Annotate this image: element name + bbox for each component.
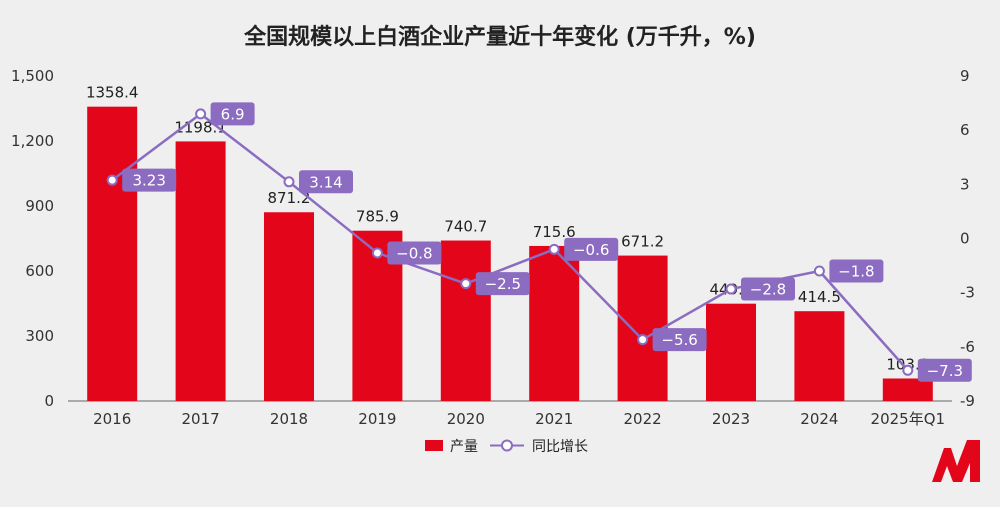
line-point <box>902 364 914 376</box>
bar <box>529 245 580 401</box>
bar <box>440 240 491 401</box>
right-axis-tick: -6 <box>960 338 975 356</box>
bar <box>264 212 314 401</box>
right-axis-tick: 6 <box>960 121 970 139</box>
line-value-badge <box>122 168 177 192</box>
line-point <box>813 265 825 277</box>
x-axis-tick: 2025年Q1 <box>871 410 946 428</box>
line-value-badge <box>210 102 255 126</box>
line-value-label: −2.8 <box>750 281 786 299</box>
right-axis-tick: 9 <box>960 67 970 85</box>
left-axis-tick: 900 <box>25 197 54 215</box>
line-value-label: 6.9 <box>221 105 245 123</box>
legend: 产量 同比增长 <box>425 439 588 455</box>
x-axis-tick: 2018 <box>270 410 308 428</box>
x-axis-tick: 2016 <box>93 410 131 428</box>
legend-bar-swatch <box>425 440 443 451</box>
line-value-badge <box>829 259 884 283</box>
line-value-label: −0.6 <box>573 241 609 259</box>
line-value-badge <box>564 237 619 261</box>
bar-value-label: 740.7 <box>444 218 487 236</box>
bar-value-label: 715.6 <box>533 223 576 241</box>
right-axis-tick: -9 <box>960 392 975 410</box>
x-axis-tick: 2024 <box>800 410 838 428</box>
right-axis-tick: 3 <box>960 175 970 193</box>
bar <box>882 378 933 401</box>
chart-title: 全国规模以上白酒企业产量近十年变化 (万千升，%) <box>243 24 756 50</box>
line-value-label: −5.6 <box>661 331 697 349</box>
line-value-badge <box>652 328 707 352</box>
bar <box>794 311 845 401</box>
brand-logo-icon <box>932 440 980 482</box>
line-value-label: −7.3 <box>927 362 963 380</box>
x-axis-tick: 2020 <box>447 410 485 428</box>
line-value-label: −1.8 <box>838 263 874 281</box>
x-axis-tick: 2017 <box>182 410 220 428</box>
line-point <box>283 176 295 188</box>
line-point <box>637 334 649 346</box>
right-axis-tick: 0 <box>960 230 970 248</box>
line-value-label: −2.5 <box>485 275 521 293</box>
line-value-badge <box>299 170 353 194</box>
line-point <box>371 247 383 259</box>
line-point <box>106 174 118 186</box>
line-point <box>460 278 472 290</box>
legend-bar-label: 产量 <box>450 439 478 455</box>
bar-value-label: 671.2 <box>621 233 664 251</box>
line-series: 3.23 6.9 3.14 −0.8 −2.5 −0.6 −5.6 −2.8 −1.8 −7.3 <box>106 102 972 382</box>
line-value-label: −0.8 <box>396 244 432 262</box>
line-point <box>548 243 560 255</box>
line-point <box>195 108 207 120</box>
right-axis-tick: -3 <box>960 284 975 302</box>
axes: 0 300 600 900 1,200 1,500 -9 -6 -3 0 3 6 9 2016 2017 20… <box>11 67 975 428</box>
legend-line-label: 同比增长 <box>532 439 588 455</box>
left-axis-tick: 1,500 <box>11 67 54 85</box>
bar-value-label: 871.2 <box>268 189 311 207</box>
x-axis-tick: 2022 <box>624 410 662 428</box>
line-value-badge <box>475 272 530 296</box>
bar-value-label: 414.5 <box>798 288 841 306</box>
bar <box>87 106 138 402</box>
x-axis-tick: 2023 <box>712 410 750 428</box>
line-point <box>725 283 737 295</box>
x-axis-tick: 2021 <box>535 410 573 428</box>
legend-line-marker <box>501 439 513 452</box>
bar <box>706 303 756 401</box>
bar <box>175 141 226 401</box>
left-axis-tick: 1,200 <box>11 132 54 150</box>
x-axis-tick: 2019 <box>358 410 396 428</box>
left-axis-tick: 600 <box>25 262 54 280</box>
growth-line <box>111 112 909 372</box>
bar-value-label: 1358.4 <box>86 84 139 102</box>
left-axis-tick: 0 <box>44 392 54 410</box>
line-value-label: 3.23 <box>132 172 165 190</box>
line-value-label: 3.14 <box>309 173 342 191</box>
bar-value-label: 785.9 <box>356 208 399 226</box>
line-value-badge <box>917 358 972 382</box>
left-axis-tick: 300 <box>25 327 54 345</box>
line-value-badge <box>387 241 442 265</box>
line-value-badge <box>741 277 795 301</box>
bar-series: 1358.41198.1871.2785.9740.7715.6671.2449… <box>86 84 933 402</box>
